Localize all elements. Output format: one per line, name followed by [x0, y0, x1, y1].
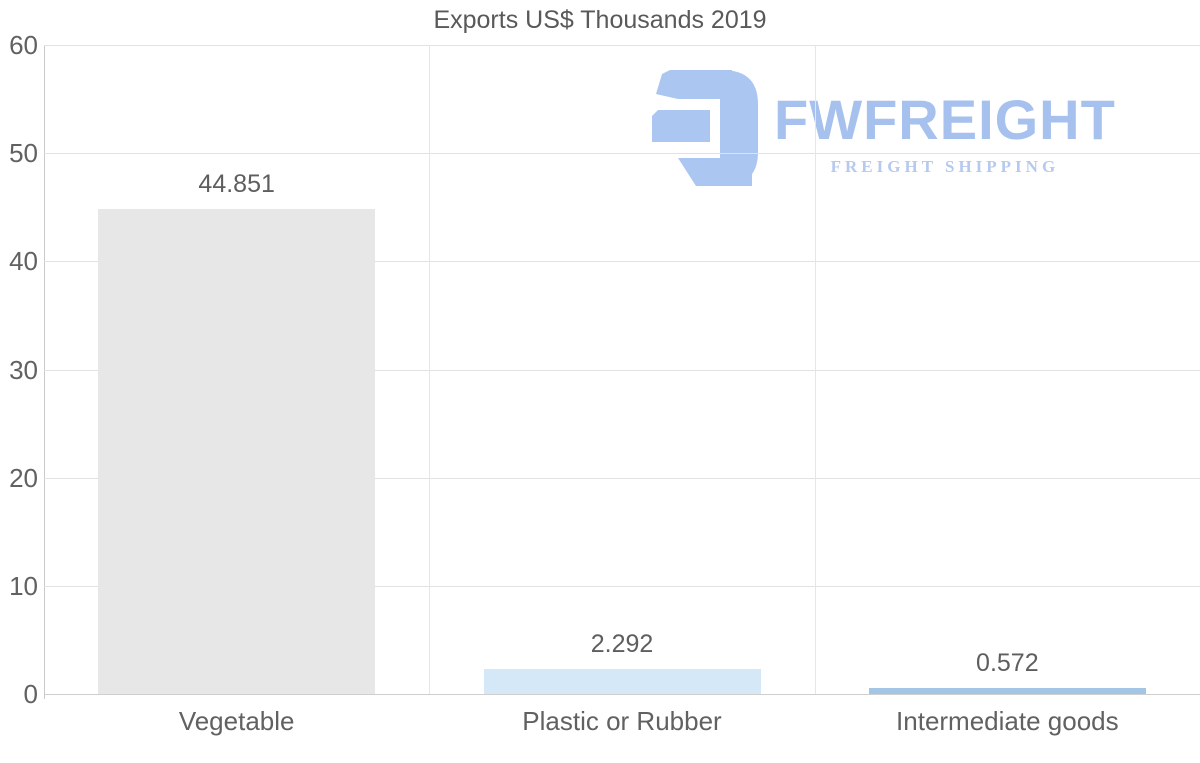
gridline-y-60: [44, 45, 1200, 46]
y-tick-label-50: 50: [9, 138, 38, 169]
category-label-vegetable: Vegetable: [178, 706, 295, 736]
gridline-y-50: [44, 153, 1200, 155]
value-label-plastic-or-rubber: 2.292: [590, 630, 654, 659]
bar-vegetable: [98, 208, 376, 694]
y-tick-label-40: 40: [9, 246, 38, 277]
fwfreight-wordmark: FWFREIGHT: [774, 88, 1116, 151]
y-tick-label-60: 60: [9, 30, 38, 60]
value-label-intermediate-goods: 0.572: [976, 648, 1039, 677]
gridline-y-10: [44, 585, 1200, 587]
value-label-vegetable: 44.851: [198, 169, 275, 198]
gridline-x-separator-1: [429, 45, 431, 694]
fwfreight-logo-icon: [652, 70, 758, 186]
y-tick-label-30: 30: [9, 354, 38, 385]
gridline-y-40: [44, 261, 1200, 263]
x-axis-baseline: [44, 694, 1200, 695]
bar-intermediate-goods: [868, 687, 1146, 694]
y-tick-label-10: 10: [9, 570, 38, 601]
y-tick-label-20: 20: [9, 462, 38, 493]
y-tick-label-0: 0: [23, 679, 38, 709]
fwfreight-watermark: FWFREIGHT FREIGHT SHIPPING: [648, 70, 1116, 186]
bar-plastic-or-rubber: [483, 669, 761, 694]
fwfreight-tagline: FREIGHT SHIPPING: [830, 157, 1060, 176]
fwfreight-logo-text: FWFREIGHT FREIGHT SHIPPING: [774, 92, 1116, 177]
category-label-plastic-or-rubber: Plastic or Rubber: [522, 706, 722, 736]
gridline-y-20: [44, 477, 1200, 479]
chart-title: Exports US$ Thousands 2019: [433, 6, 767, 34]
gridline-x-separator-2: [814, 45, 816, 694]
y-axis-line: [44, 45, 45, 699]
gridline-y-30: [44, 369, 1200, 371]
category-label-intermediate-goods: Intermediate goods: [896, 706, 1119, 736]
